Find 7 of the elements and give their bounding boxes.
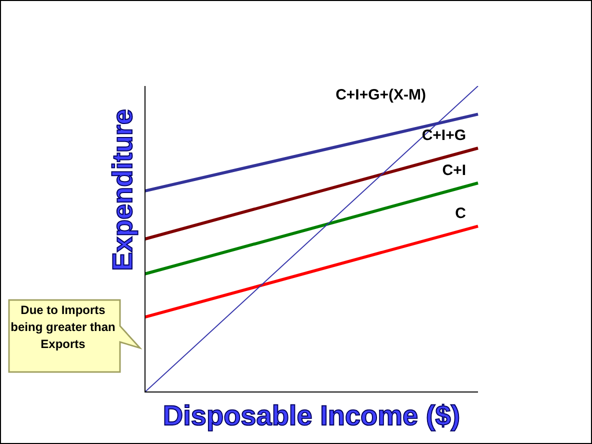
annotation: Due to Imports being greater than Exports	[10, 302, 116, 353]
series-label: C+I+G	[422, 127, 466, 144]
y-axis-title: Expenditure	[107, 109, 139, 271]
series-label: C	[455, 205, 466, 222]
x-axis-title: Disposable Income ($)	[162, 400, 462, 432]
series-label: C+I+G+(X-M)	[336, 86, 426, 104]
series-label: C+I	[442, 162, 466, 179]
